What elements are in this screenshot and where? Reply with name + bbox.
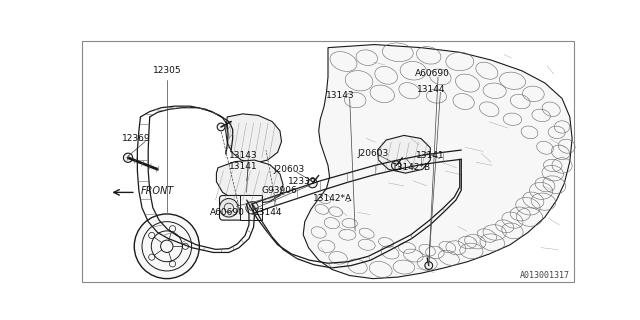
Text: 13141: 13141: [417, 151, 445, 160]
Circle shape: [308, 179, 317, 188]
Circle shape: [220, 198, 238, 217]
Text: 13144: 13144: [254, 208, 283, 217]
Text: 13142*A: 13142*A: [312, 194, 351, 203]
Polygon shape: [378, 135, 430, 173]
Text: 12305: 12305: [152, 66, 181, 75]
Text: 12369: 12369: [122, 134, 150, 143]
Text: 13142*B: 13142*B: [392, 163, 431, 172]
Text: A60690: A60690: [209, 208, 244, 217]
Circle shape: [124, 153, 132, 162]
Polygon shape: [303, 44, 572, 279]
FancyBboxPatch shape: [220, 196, 253, 220]
Text: J20603: J20603: [274, 165, 305, 174]
Circle shape: [392, 161, 401, 170]
Bar: [241, 196, 262, 220]
Text: FRONT: FRONT: [140, 186, 173, 196]
Circle shape: [217, 123, 225, 131]
Text: 12339: 12339: [288, 177, 316, 186]
Text: 13143: 13143: [229, 151, 257, 160]
Polygon shape: [216, 160, 283, 204]
Text: 13141: 13141: [229, 162, 257, 171]
Text: 13144: 13144: [417, 85, 445, 94]
Text: 13143: 13143: [326, 91, 355, 100]
Circle shape: [134, 214, 199, 279]
Text: J20603: J20603: [358, 149, 388, 158]
Text: A013001317: A013001317: [520, 271, 570, 280]
Polygon shape: [226, 114, 282, 163]
Circle shape: [425, 262, 433, 269]
Text: G93906: G93906: [261, 187, 297, 196]
Text: A60690: A60690: [415, 69, 450, 78]
